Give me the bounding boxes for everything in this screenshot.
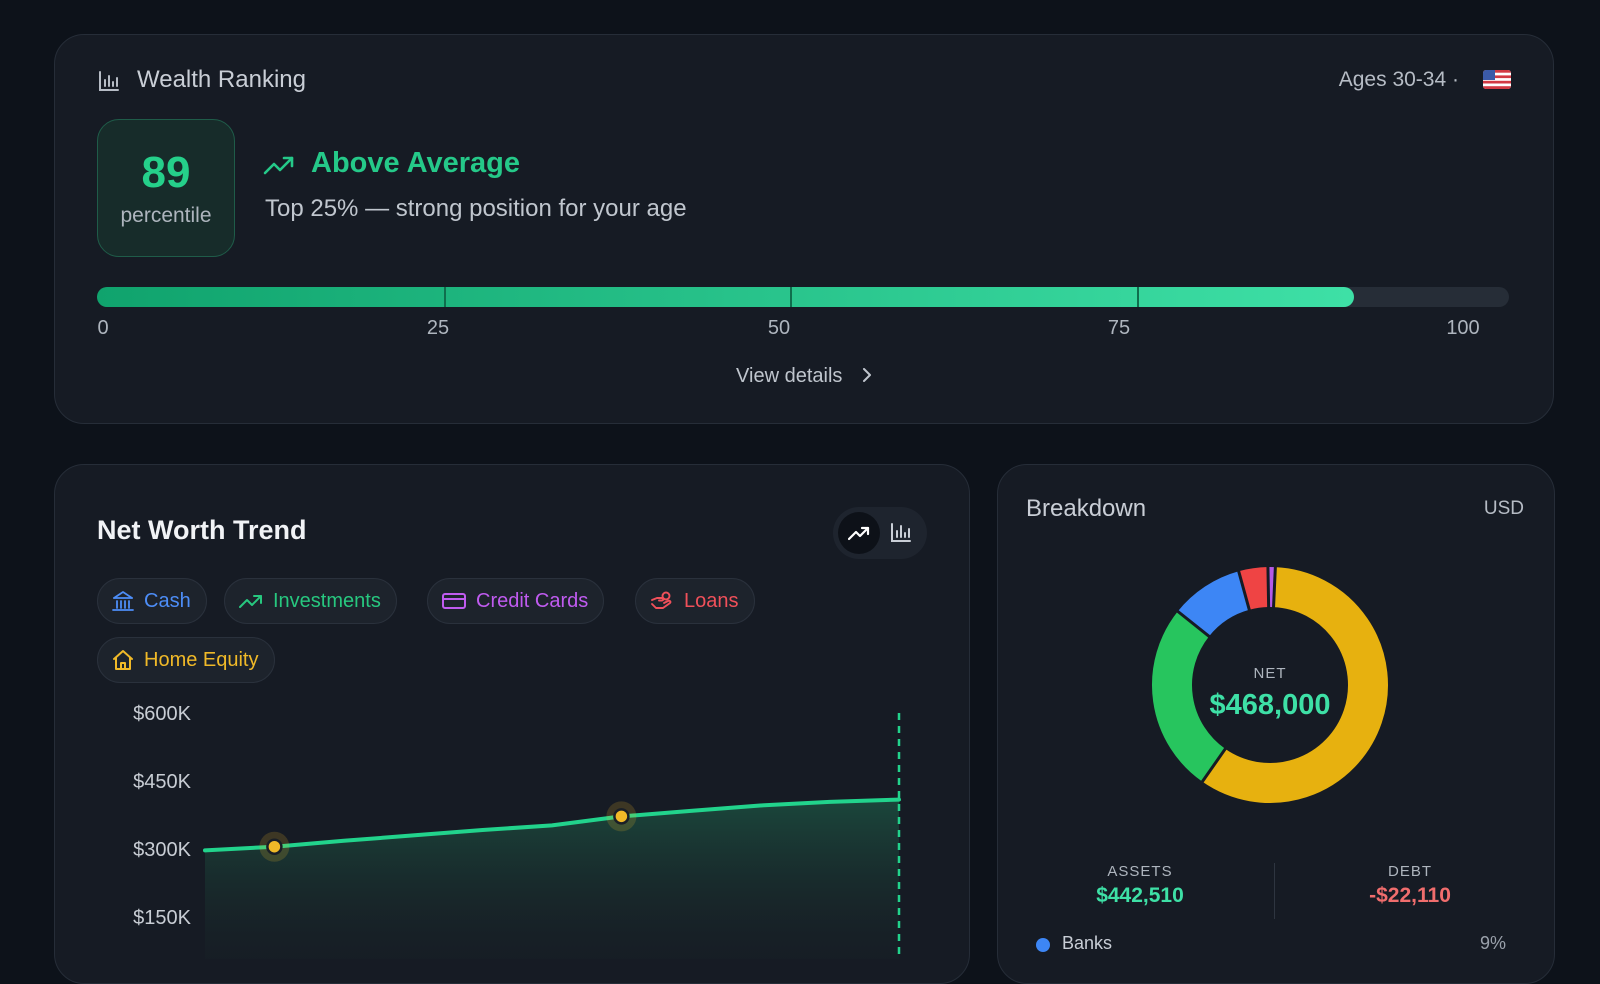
trending-up-icon [263, 153, 295, 177]
legend-color-dot [1036, 938, 1050, 952]
ranking-status: Above Average [311, 147, 520, 180]
view-details-link[interactable]: View details [55, 365, 1553, 388]
scale-label-25: 25 [427, 317, 449, 340]
donut-separator [1268, 566, 1269, 608]
percentile-progress-fill [97, 287, 1354, 307]
y-axis: $600K $450K $300K $150K [133, 703, 191, 929]
net-value: $468,000 [1152, 689, 1388, 722]
net-worth-trend-card: Net Worth Trend Cash Investments Credit … [54, 464, 970, 984]
progress-tick [444, 287, 446, 307]
scale-label-100: 100 [1446, 317, 1479, 340]
net-label: NET [1152, 665, 1388, 682]
assets-label: ASSETS [1040, 863, 1240, 880]
view-details-label: View details [736, 365, 842, 387]
breakdown-donut-chart [998, 465, 1556, 845]
data-point[interactable] [267, 840, 281, 854]
scale-label-0: 0 [97, 317, 108, 340]
progress-tick [790, 287, 792, 307]
net-worth-chart: $600K $450K $300K $150K [55, 465, 971, 959]
percentile-label: percentile [98, 204, 234, 228]
percentile-value: 89 [98, 148, 234, 198]
y-tick-label: $300K [133, 839, 191, 861]
wealth-ranking-card: Wealth Ranking Ages 30-34 · 89 percentil… [54, 34, 1554, 424]
percentile-badge: 89 percentile [97, 119, 235, 257]
debt-label: DEBT [1310, 863, 1510, 880]
legend-percent: 9% [1480, 933, 1506, 954]
chevron-right-icon [862, 365, 872, 388]
y-tick-label: $150K [133, 907, 191, 929]
scale-label-50: 50 [768, 317, 790, 340]
age-group-label: Ages 30-34 · [1339, 68, 1459, 92]
donut-slice-home-equity[interactable] [1214, 587, 1368, 783]
data-point[interactable] [614, 809, 628, 823]
donut-slice-loans[interactable] [1244, 587, 1268, 591]
ranking-description: Top 25% — strong position for your age [265, 195, 687, 223]
summary-divider [1274, 863, 1275, 919]
assets-value: $442,510 [1040, 884, 1240, 908]
percentile-progress-bar [97, 287, 1509, 307]
legend-item-banks[interactable]: Banks 9% [1036, 933, 1506, 959]
progress-tick [1137, 287, 1139, 307]
breakdown-card: Breakdown USD NET $468,000 ASSETS $442,5… [997, 464, 1555, 984]
y-tick-label: $600K [133, 703, 191, 725]
scale-label-75: 75 [1108, 317, 1130, 340]
debt-value: -$22,110 [1310, 884, 1510, 908]
y-tick-label: $450K [133, 771, 191, 793]
wealth-ranking-title: Wealth Ranking [137, 66, 306, 94]
bar-chart-icon [97, 69, 121, 93]
legend-label: Banks [1062, 933, 1112, 954]
us-flag-icon [1483, 70, 1511, 89]
donut-separator [1273, 566, 1275, 608]
donut-slice-cash[interactable] [1193, 591, 1244, 624]
